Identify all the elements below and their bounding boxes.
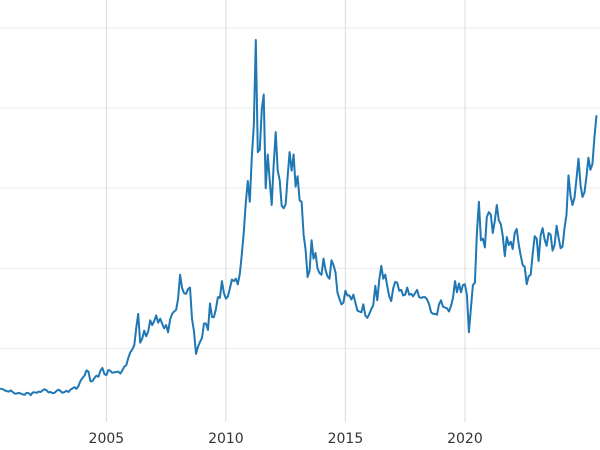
data-line [0,39,598,397]
x-tick-label: 2005 [89,431,125,447]
x-tick-label: 2015 [328,431,364,447]
x-tick-label: 2010 [208,431,244,447]
x-tick-label: 2020 [447,431,483,447]
